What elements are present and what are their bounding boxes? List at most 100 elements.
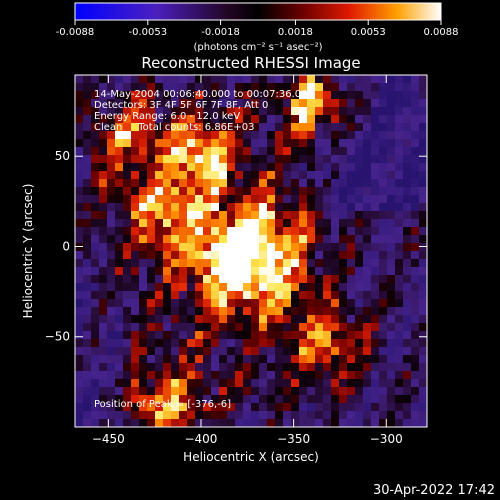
heatmap-cell: [211, 339, 220, 348]
x-axis-title: Heliocentric X (arcsec): [183, 450, 319, 464]
heatmap-cell: [235, 275, 244, 284]
heatmap-cell: [395, 323, 404, 332]
x-tick-label: −350: [277, 432, 310, 446]
heatmap-cell: [363, 323, 372, 332]
heatmap-cell: [411, 403, 420, 412]
heatmap-cell: [163, 363, 172, 372]
heatmap-cell: [211, 219, 220, 228]
heatmap-cell: [187, 411, 196, 420]
heatmap-cell: [139, 371, 148, 380]
heatmap-cell: [267, 155, 276, 164]
heatmap-cell: [251, 123, 260, 132]
heatmap-cell: [419, 131, 427, 140]
heatmap-cell: [315, 379, 324, 388]
heatmap-cell: [387, 115, 396, 124]
heatmap-cell: [171, 299, 180, 308]
heatmap-cell: [275, 83, 284, 92]
heatmap-cell: [227, 179, 236, 188]
heatmap-cell: [403, 283, 412, 292]
heatmap-cell: [299, 115, 308, 124]
heatmap-cell: [227, 227, 236, 236]
heatmap-cell: [315, 107, 324, 116]
heatmap-cell: [275, 387, 284, 396]
heatmap-cell: [219, 203, 228, 212]
heatmap-cell: [107, 203, 116, 212]
heatmap-cell: [299, 315, 308, 324]
heatmap-cell: [299, 243, 308, 252]
heatmap-cell: [75, 267, 84, 276]
heatmap-cell: [123, 251, 132, 260]
heatmap-cell: [123, 75, 132, 84]
heatmap-cell: [347, 419, 356, 427]
heatmap-cell: [211, 275, 220, 284]
heatmap-cell: [347, 291, 356, 300]
heatmap-cell: [419, 291, 427, 300]
heatmap-cell: [83, 235, 92, 244]
heatmap-cell: [259, 203, 268, 212]
heatmap-cell: [331, 243, 340, 252]
heatmap-cell: [339, 115, 348, 124]
heatmap-cell: [203, 331, 212, 340]
heatmap-cell: [83, 283, 92, 292]
heatmap-cell: [259, 275, 268, 284]
colorbar-tick-label: 0.0088: [424, 27, 459, 38]
heatmap-cell: [179, 251, 188, 260]
heatmap-cell: [179, 363, 188, 372]
heatmap-cell: [283, 283, 292, 292]
heatmap-cell: [235, 195, 244, 204]
heatmap-cell: [347, 251, 356, 260]
heatmap-cell: [339, 379, 348, 388]
heatmap-cell: [227, 307, 236, 316]
heatmap-cell: [299, 83, 308, 92]
heatmap-cell: [403, 347, 412, 356]
heatmap-cell: [387, 139, 396, 148]
heatmap-cell: [163, 83, 172, 92]
heatmap-cell: [91, 387, 100, 396]
heatmap-cell: [115, 203, 124, 212]
heatmap-cell: [139, 211, 148, 220]
heatmap-cell: [347, 411, 356, 420]
heatmap-cell: [403, 267, 412, 276]
heatmap-cell: [195, 99, 204, 108]
heatmap-cell: [147, 267, 156, 276]
heatmap-cell: [75, 139, 84, 148]
heatmap-cell: [315, 163, 324, 172]
heatmap-cell: [259, 163, 268, 172]
heatmap-cell: [91, 195, 100, 204]
heatmap-cell: [275, 283, 284, 292]
heatmap-cell: [299, 363, 308, 372]
heatmap-cell: [123, 131, 132, 140]
heatmap-cell: [347, 395, 356, 404]
heatmap-cell: [195, 139, 204, 148]
heatmap-cell: [195, 395, 204, 404]
heatmap-cell: [115, 83, 124, 92]
heatmap-cell: [355, 91, 364, 100]
heatmap-cell: [251, 347, 260, 356]
heatmap-cell: [395, 139, 404, 148]
heatmap-cell: [307, 131, 316, 140]
heatmap-cell: [99, 379, 108, 388]
heatmap-cell: [363, 187, 372, 196]
heatmap-cell: [163, 339, 172, 348]
heatmap-cell: [91, 347, 100, 356]
heatmap-cell: [163, 419, 172, 427]
heatmap-cell: [387, 243, 396, 252]
heatmap-cell: [107, 299, 116, 308]
heatmap-cell: [419, 267, 427, 276]
heatmap-cell: [83, 83, 92, 92]
heatmap-cell: [323, 395, 332, 404]
heatmap-cell: [267, 219, 276, 228]
heatmap-cell: [131, 155, 140, 164]
heatmap-cell: [187, 227, 196, 236]
heatmap-cell: [171, 275, 180, 284]
heatmap-cell: [91, 331, 100, 340]
heatmap-cell: [99, 363, 108, 372]
heatmap-cell: [91, 139, 100, 148]
heatmap-cell: [323, 411, 332, 420]
heatmap-cell: [235, 163, 244, 172]
heatmap-cell: [355, 211, 364, 220]
heatmap-cell: [147, 259, 156, 268]
heatmap-cell: [387, 171, 396, 180]
heatmap-cell: [139, 83, 148, 92]
heatmap-cell: [315, 387, 324, 396]
